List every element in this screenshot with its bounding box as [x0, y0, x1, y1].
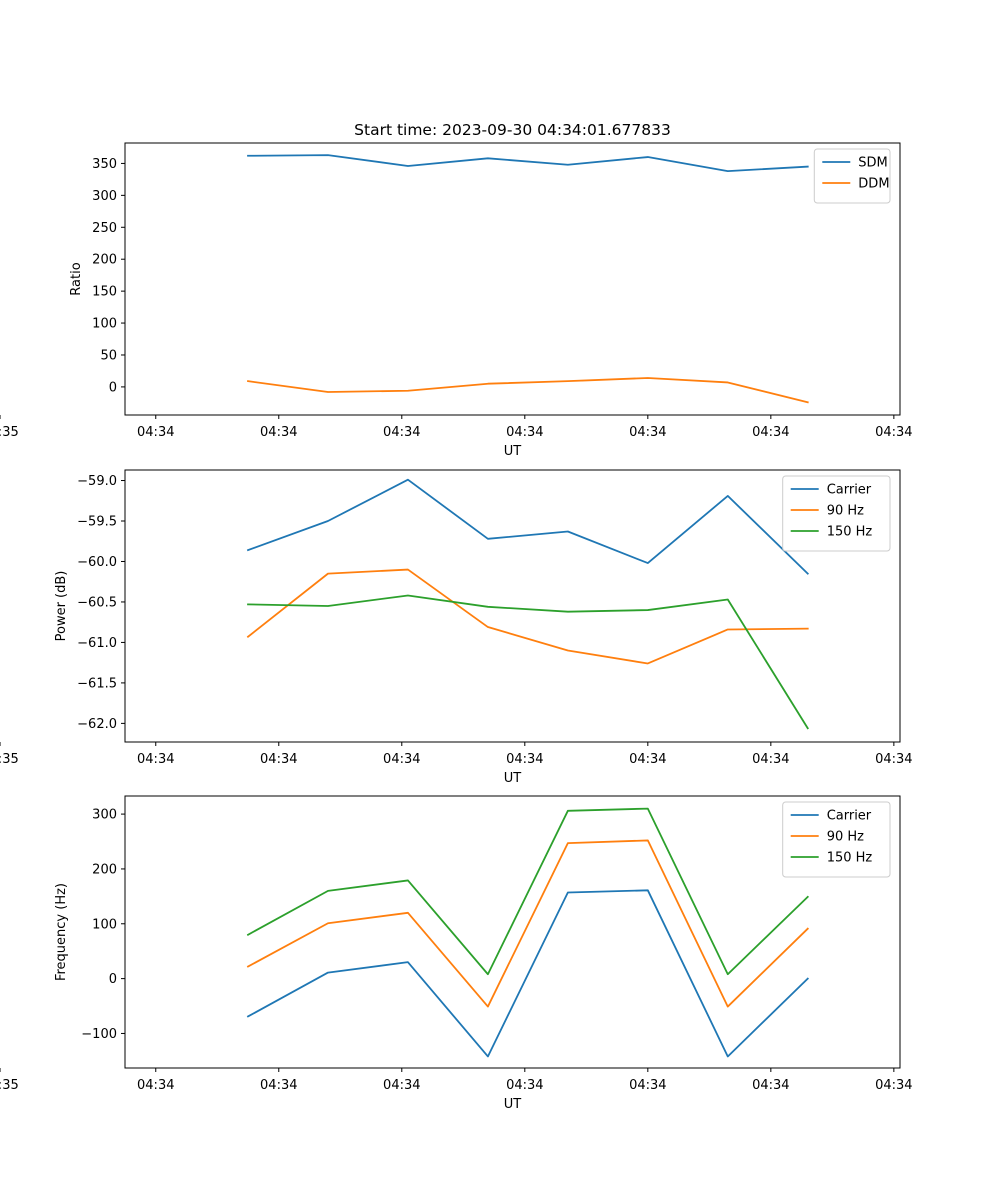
y-tick-label: 50 — [100, 348, 117, 363]
y-axis-label: Ratio — [69, 262, 84, 295]
y-tick-label: −100 — [81, 1027, 117, 1042]
legend: Carrier 90 Hz 150 Hz — [782, 475, 891, 552]
y-tick-label: 100 — [92, 317, 117, 332]
series-line-carrier — [246, 478, 810, 575]
legend: Carrier 90 Hz 150 Hz — [782, 801, 891, 878]
x-axis-label: UT — [504, 1097, 522, 1112]
y-tick-label: 250 — [92, 221, 117, 236]
legend-label: DDM — [858, 177, 889, 192]
x-tick-label: 04:34 — [383, 1078, 420, 1093]
x-tick-label: 04:34 — [260, 1078, 297, 1093]
legend-label: 90 Hz — [827, 504, 864, 519]
chart-title: Start time: 2023-09-30 04:34:01.677833 — [354, 121, 671, 139]
series-line-90-hz — [246, 568, 809, 665]
x-tick-label: 04:34 — [260, 425, 297, 440]
series-line-carrier — [246, 889, 810, 1058]
panel-frequency: 04:34 04:34 04:34 04:34 04:34 04:34 04:34 04:35… — [0, 795, 913, 1112]
y-tick-label: −61.5 — [77, 676, 117, 691]
legend-box — [782, 801, 891, 878]
x-tick-label: 04:34 — [137, 425, 174, 440]
series-line-90-hz — [246, 839, 810, 1008]
x-tick-label: 04:34 — [629, 1078, 666, 1093]
x-tick-label: 04:34 — [137, 1078, 174, 1093]
x-tick-label: 04:35 — [0, 1078, 19, 1093]
series-line-ddm — [247, 377, 809, 404]
x-tick-label: 04:34 — [752, 752, 789, 767]
legend-label: SDM — [858, 156, 887, 171]
panel-ratio: Start time: 2023-09-30 04:34:01.677833 04… — [0, 121, 913, 459]
x-axis-label: UT — [504, 444, 522, 459]
y-tick-label: 350 — [92, 157, 117, 172]
x-tick-label: 04:34 — [137, 752, 174, 767]
y-tick-label: −62.0 — [77, 717, 117, 732]
y-axis-label: Power (dB) — [54, 571, 69, 642]
x-tick-label: 04:34 — [875, 1078, 912, 1093]
x-tick-label: 04:34 — [383, 752, 420, 767]
legend-label: Carrier — [827, 483, 872, 498]
legend-box — [782, 475, 891, 552]
y-tick-label: −61.0 — [77, 636, 117, 651]
legend: SDM DDM — [813, 148, 891, 204]
x-tick-label: 04:34 — [506, 752, 543, 767]
x-tick-label: 04:34 — [506, 1078, 543, 1093]
axes-frame — [124, 142, 901, 416]
x-tick-label: 04:34 — [506, 425, 543, 440]
x-tick-label: 04:34 — [383, 425, 420, 440]
y-tick-label: 0 — [109, 380, 117, 395]
y-tick-label: 300 — [92, 808, 117, 823]
series-line-150-hz — [247, 594, 809, 730]
y-tick-label: 150 — [92, 285, 117, 300]
y-tick-label: −60.5 — [77, 595, 117, 610]
y-tick-label: 300 — [92, 189, 117, 204]
y-axis-label: Frequency (Hz) — [54, 883, 69, 981]
x-tick-label: 04:34 — [260, 752, 297, 767]
x-tick-label: 04:34 — [629, 425, 666, 440]
y-tick-label: 200 — [92, 862, 117, 877]
series-line-150-hz — [246, 807, 810, 976]
legend-label: 150 Hz — [827, 525, 873, 540]
panel-power: 04:34 04:34 04:34 04:34 04:34 04:34 04:34 04:35… — [0, 469, 913, 786]
y-tick-label: −59.0 — [77, 474, 117, 489]
legend-label: Carrier — [827, 809, 872, 824]
x-tick-label: 04:34 — [875, 425, 912, 440]
y-tick-label: 100 — [92, 917, 117, 932]
legend-label: 90 Hz — [827, 830, 864, 845]
x-tick-label: 04:34 — [752, 425, 789, 440]
legend-label: 150 Hz — [827, 851, 873, 866]
x-tick-label: 04:35 — [0, 425, 19, 440]
y-tick-label: 0 — [109, 972, 117, 987]
x-tick-label: 04:34 — [629, 752, 666, 767]
x-axis-label: UT — [504, 771, 522, 786]
x-tick-label: 04:35 — [0, 752, 19, 767]
x-tick-label: 04:34 — [752, 1078, 789, 1093]
axes-frame — [124, 795, 901, 1069]
y-tick-label: −59.5 — [77, 515, 117, 530]
x-tick-label: 04:34 — [875, 752, 912, 767]
y-tick-label: −60.0 — [77, 555, 117, 570]
axes-frame — [124, 469, 901, 743]
y-tick-label: 200 — [92, 253, 117, 268]
series-line-sdm — [247, 154, 809, 172]
